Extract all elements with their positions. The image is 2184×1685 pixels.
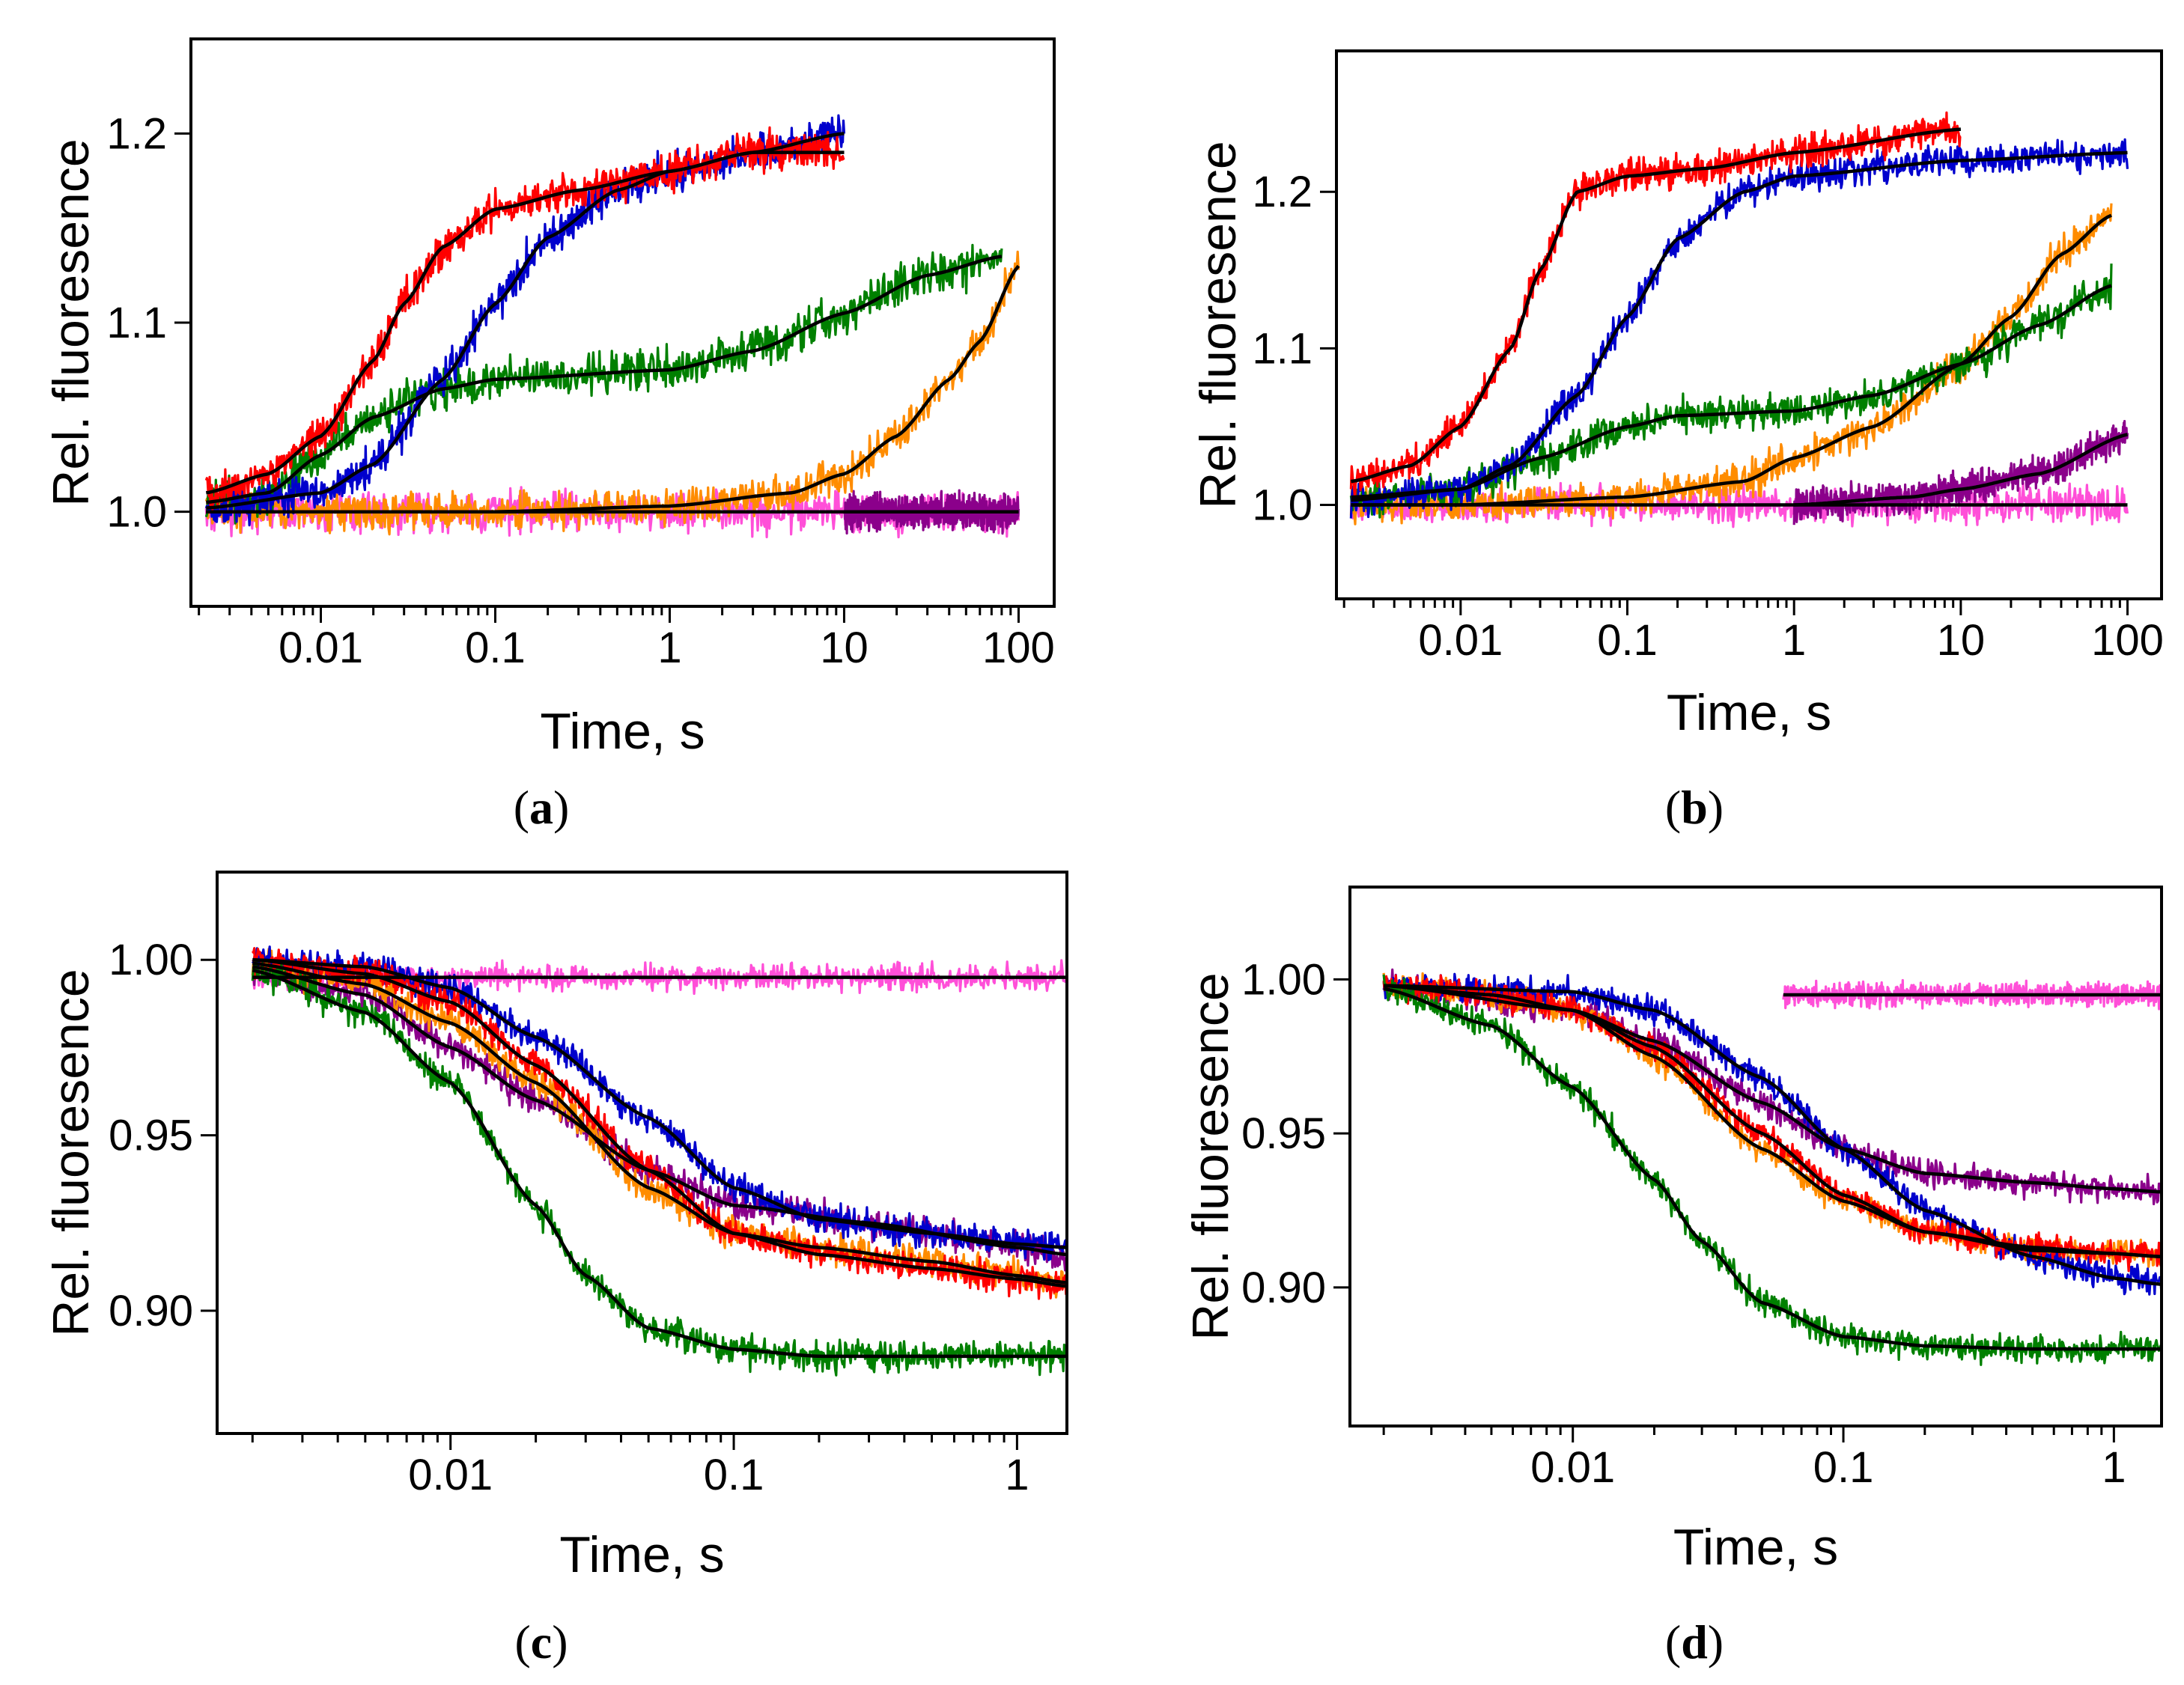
caption-letter: a [529, 781, 553, 834]
y-tick-label: 1.0 [1252, 481, 1312, 530]
x-tick-label: 0.1 [1597, 616, 1658, 665]
trace-green [251, 958, 1067, 1377]
panel-caption: (a) [514, 781, 570, 834]
x-tick-label: 0.01 [279, 624, 363, 672]
axes-frame [1335, 49, 2163, 600]
y-tick-label: 0.95 [1241, 1109, 1326, 1158]
x-tick-label: 100 [2091, 616, 2164, 665]
caption-open-paren: ( [514, 781, 529, 834]
x-tick-label: 1 [2102, 1443, 2126, 1492]
caption-close-paren: ) [1708, 781, 1724, 834]
y-tick-label: 0.90 [109, 1287, 193, 1335]
fit-line-blue [1384, 984, 2162, 1286]
y-tick-label: 1.2 [1252, 168, 1312, 216]
x-tick-label: 1 [1782, 616, 1806, 665]
axes-frame [1348, 886, 2163, 1427]
fit-line-orange [206, 264, 1020, 514]
y-axis-label: Rel. fluoresence [43, 969, 100, 1336]
x-axis-label: Time, s [540, 703, 705, 760]
caption-letter: d [1681, 1615, 1708, 1669]
x-tick-label: 10 [1937, 616, 1986, 665]
caption-letter: c [531, 1615, 552, 1669]
caption-close-paren: ) [552, 1615, 568, 1669]
plot-area [1349, 111, 2129, 528]
x-tick-label: 0.01 [408, 1451, 493, 1499]
fit-line-orange [1351, 213, 2112, 507]
x-tick-label: 0.1 [1813, 1443, 1874, 1492]
y-tick-label: 1.1 [106, 299, 167, 347]
trace-red [1382, 974, 2162, 1273]
y-tick-label: 1.00 [1241, 955, 1326, 1004]
fit-line-green [1351, 284, 2112, 499]
y-tick-label: 1.1 [1252, 324, 1312, 373]
trace-blue [1349, 138, 2129, 519]
panel-caption: (c) [514, 1615, 568, 1669]
trace-purple [842, 489, 1020, 535]
trace-red [204, 126, 845, 511]
x-axis-label: Time, s [1673, 1519, 1838, 1576]
x-axis-label: Time, s [1667, 684, 1831, 741]
chart-panel-a: 0.01 0.1 1 10 100 1.0 1.1 1.2 Time, s Rel. fluore… [43, 37, 1056, 834]
chart-panel-b: 0.01 0.1 1 10 100 1.0 1.1 1.2 Time, s Rel. fluore… [1190, 49, 2164, 834]
caption-open-paren: ( [1665, 781, 1681, 834]
fit-line-green [1383, 987, 2162, 1351]
chart-panel-d: 0.01 0.1 1 0.90 0.95 1.00 Time, s Rel. fluorese… [1182, 886, 2163, 1669]
y-tick-label: 1.00 [109, 936, 193, 984]
x-tick-label: 0.1 [465, 624, 526, 672]
chart-panel-c: 0.01 0.1 1 0.90 0.95 1.00 Time, s Rel. fluorese… [43, 871, 1068, 1669]
axes-frame [216, 871, 1068, 1435]
x-tick-label: 1 [1005, 1451, 1029, 1499]
y-tick-label: 1.0 [106, 488, 167, 537]
x-tick-label: 0.1 [704, 1451, 764, 1499]
caption-close-paren: ) [553, 781, 569, 834]
caption-letter: b [1681, 781, 1708, 834]
fit-line-purple [1383, 984, 2162, 1194]
fit-line-red [1384, 984, 2162, 1258]
y-axis-label: Rel. fluoresence [43, 138, 100, 506]
plot-area [251, 945, 1067, 1377]
trace-green [204, 243, 1003, 525]
fit-line-blue [252, 957, 1067, 1249]
fit-line-red [205, 150, 845, 495]
panel-caption: (d) [1665, 1615, 1724, 1669]
x-tick-label: 10 [820, 624, 869, 672]
y-axis-label: Rel. fluoresence [1182, 972, 1239, 1340]
trace-orange [204, 250, 1020, 536]
y-axis-label: Rel. fluoresence [1190, 141, 1247, 508]
fit-line-green [206, 255, 1003, 505]
plot-area [1382, 968, 2162, 1366]
fit-line-blue [1351, 150, 2128, 502]
fit-line-purple [1794, 433, 2128, 507]
panel-caption: (b) [1665, 781, 1724, 834]
caption-close-paren: ) [1708, 1615, 1724, 1669]
fit-line-red [252, 957, 1067, 1288]
plot-area [204, 114, 1020, 539]
caption-open-paren: ( [1665, 1615, 1681, 1669]
y-tick-label: 0.95 [109, 1112, 193, 1160]
trace-purple [252, 952, 1067, 1272]
x-tick-label: 0.01 [1418, 616, 1503, 665]
y-tick-label: 0.90 [1241, 1264, 1326, 1312]
x-tick-label: 1 [657, 624, 681, 672]
fit-line-red [1351, 127, 1962, 484]
y-tick-label: 1.2 [106, 109, 167, 158]
x-tick-label: 100 [982, 624, 1055, 672]
fit-line-green [252, 969, 1067, 1359]
fit-line-orange [252, 961, 1067, 1285]
caption-open-paren: ( [514, 1615, 530, 1669]
x-axis-label: Time, s [559, 1526, 724, 1583]
trace-orange [1382, 972, 2162, 1270]
x-tick-label: 0.01 [1530, 1443, 1615, 1492]
